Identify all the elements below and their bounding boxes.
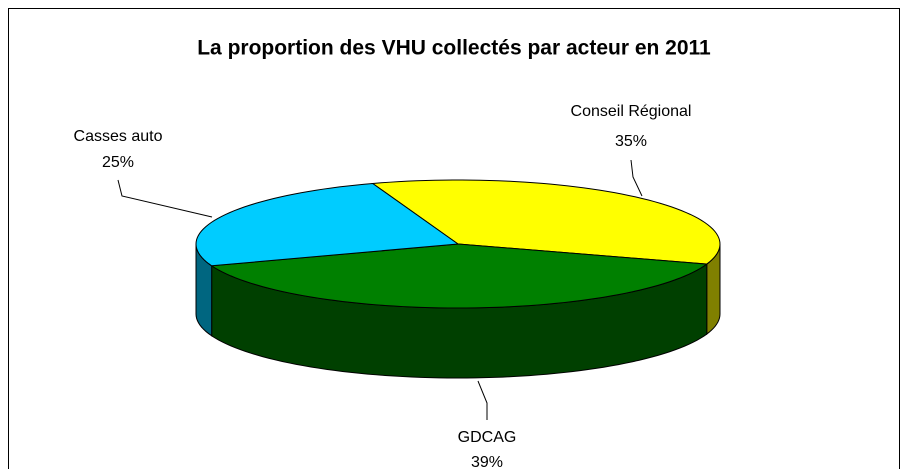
slice	[195, 182, 460, 267]
chart-title: La proportion des VHU collectés par acte…	[197, 37, 711, 60]
leader-line	[630, 159, 643, 197]
data-label: 35%	[615, 133, 647, 150]
data-label: 25%	[102, 154, 134, 171]
slice	[210, 243, 709, 309]
category-label: Conseil Régional	[571, 103, 692, 120]
leader-line	[477, 380, 488, 420]
slice	[371, 179, 721, 265]
category-label: Casses auto	[74, 128, 163, 145]
category-label: GDCAG	[458, 429, 517, 446]
data-label: 39%	[471, 454, 503, 469]
leader-line	[117, 179, 213, 218]
